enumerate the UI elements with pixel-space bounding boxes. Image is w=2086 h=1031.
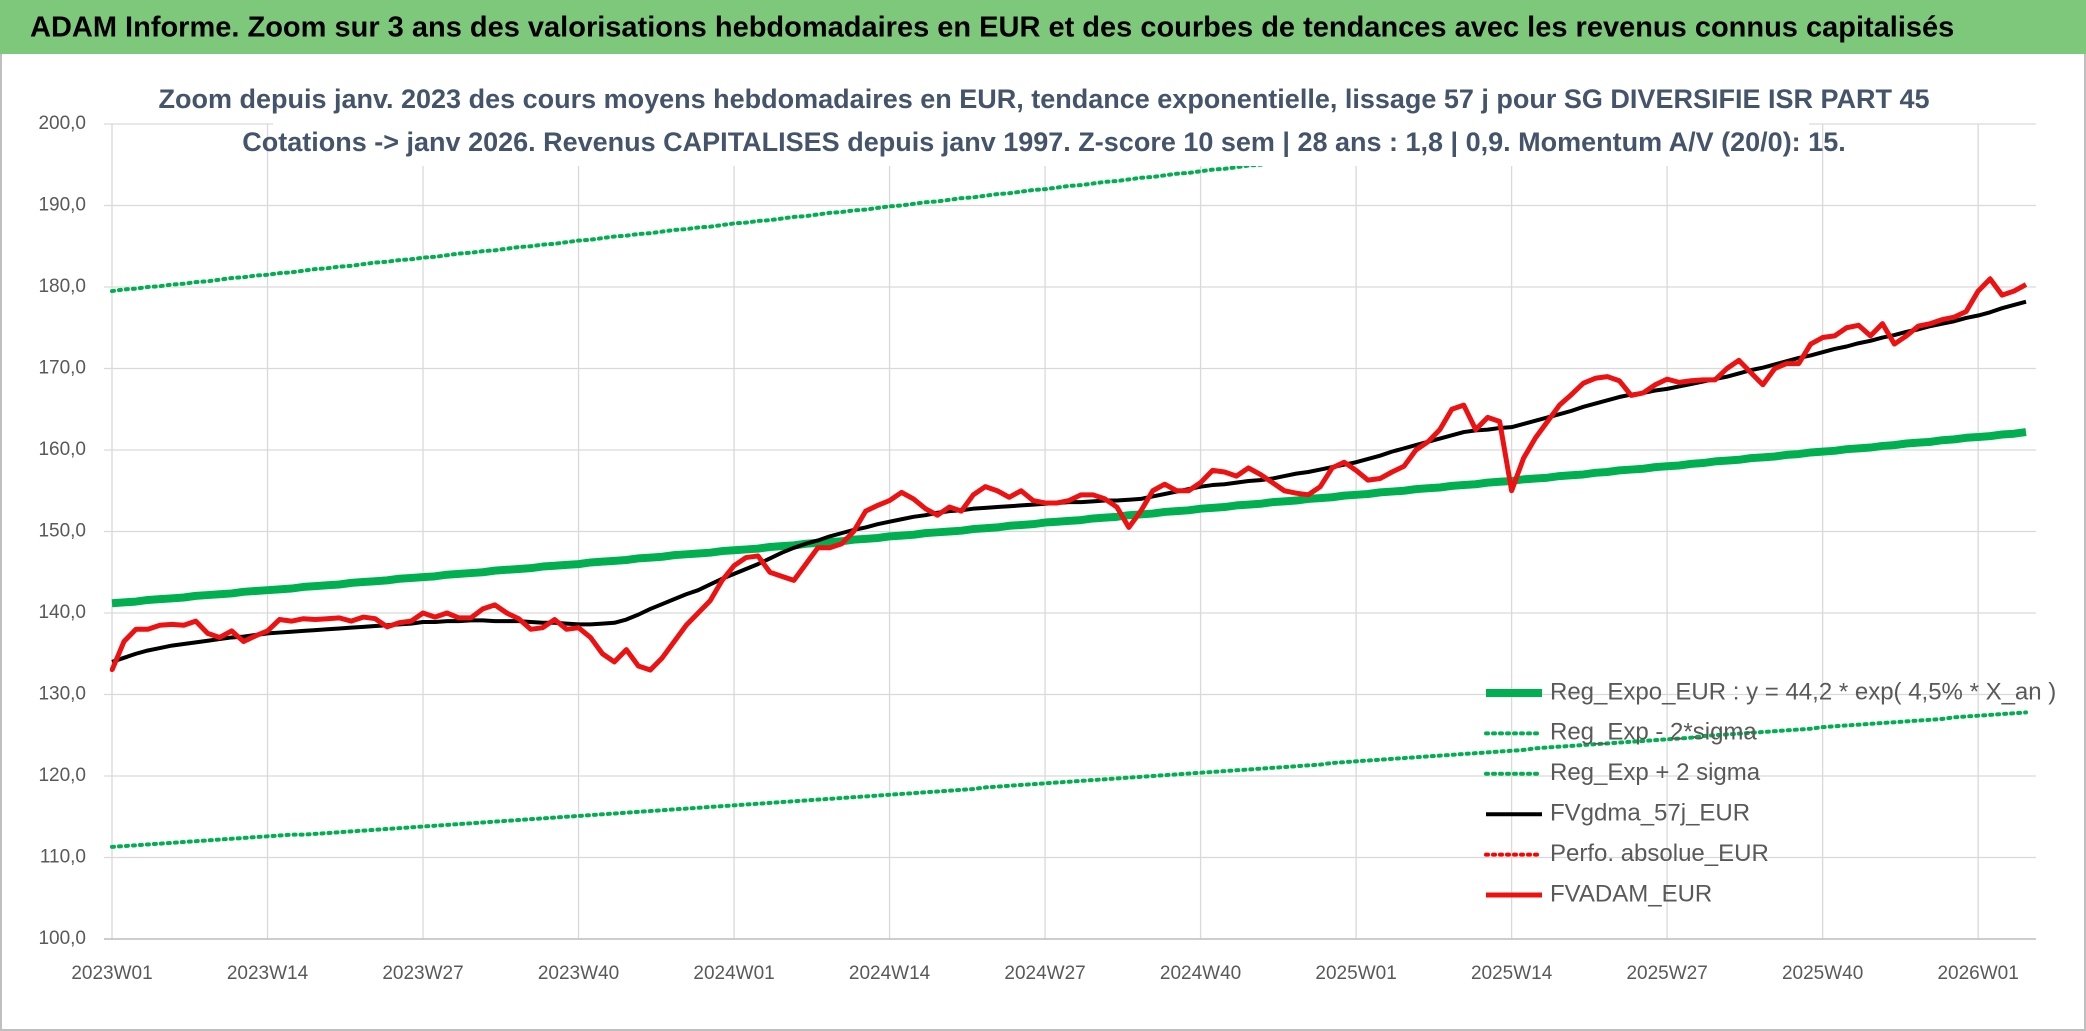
y-tick-label: 100,0 [38, 928, 86, 949]
header-bar [0, 0, 2086, 54]
y-tick-label: 120,0 [38, 765, 86, 786]
y-tick-label: 110,0 [40, 847, 86, 868]
y-tick-label: 200,0 [38, 113, 86, 134]
y-tick-label: 190,0 [38, 195, 86, 216]
series-line [110, 124, 1625, 294]
legend-label: FVADAM_EUR [1550, 880, 1712, 907]
x-tick-label: 2025W27 [1626, 963, 1707, 984]
grid: 100,0 110,0 120,0 130,0 140,0 150,0 160,0 170,0… [38, 113, 2036, 984]
legend-label: Perfo. absolue_EUR [1550, 840, 1769, 867]
subtitle: Zoom depuis janv. 2023 des cours moyens … [158, 84, 1929, 114]
series-line [110, 710, 2028, 849]
x-tick-label: 2023W14 [227, 963, 309, 984]
plot-lines [109, 124, 2028, 849]
x-tick-label: 2023W01 [71, 963, 152, 984]
y-tick-label: 130,0 [38, 684, 86, 705]
y-tick-label: 150,0 [38, 521, 86, 542]
x-tick-label: 2024W40 [1160, 963, 1241, 984]
legend: Reg_Expo_EUR : y = 44,2 * exp( 4,5% * X_… [1484, 678, 2056, 907]
series-line [109, 276, 2028, 673]
y-tick-label: 180,0 [38, 276, 86, 297]
x-tick-label: 2025W01 [1315, 963, 1396, 984]
x-tick-label: 2026W01 [1937, 963, 2018, 984]
x-tick-label: 2024W27 [1004, 963, 1085, 984]
subtitle: Cotations -> janv 2026. Revenus CAPITALI… [242, 127, 1845, 157]
x-tick-label: 2023W27 [382, 963, 463, 984]
x-tick-label: 2023W40 [538, 963, 619, 984]
chart-title: ADAM Informe. Zoom sur 3 ans des valoris… [30, 12, 1954, 44]
legend-label: FVgdma_57j_EUR [1550, 800, 1750, 827]
legend-label: Reg_Exp - 2*sigma [1550, 719, 1757, 746]
x-tick-label: 2024W01 [693, 963, 774, 984]
x-tick-label: 2024W14 [849, 963, 931, 984]
subtitle-box [273, 80, 1809, 166]
series-line [111, 428, 2027, 608]
x-tick-label: 2025W40 [1782, 963, 1863, 984]
y-tick-label: 170,0 [38, 358, 86, 379]
y-tick-label: 140,0 [38, 602, 86, 623]
y-tick-label: 160,0 [38, 439, 86, 460]
legend-label: Reg_Exp + 2 sigma [1550, 759, 1761, 786]
legend-label: Reg_Expo_EUR : y = 44,2 * exp( 4,5% * X_… [1550, 678, 2056, 705]
x-tick-label: 2025W14 [1471, 963, 1553, 984]
